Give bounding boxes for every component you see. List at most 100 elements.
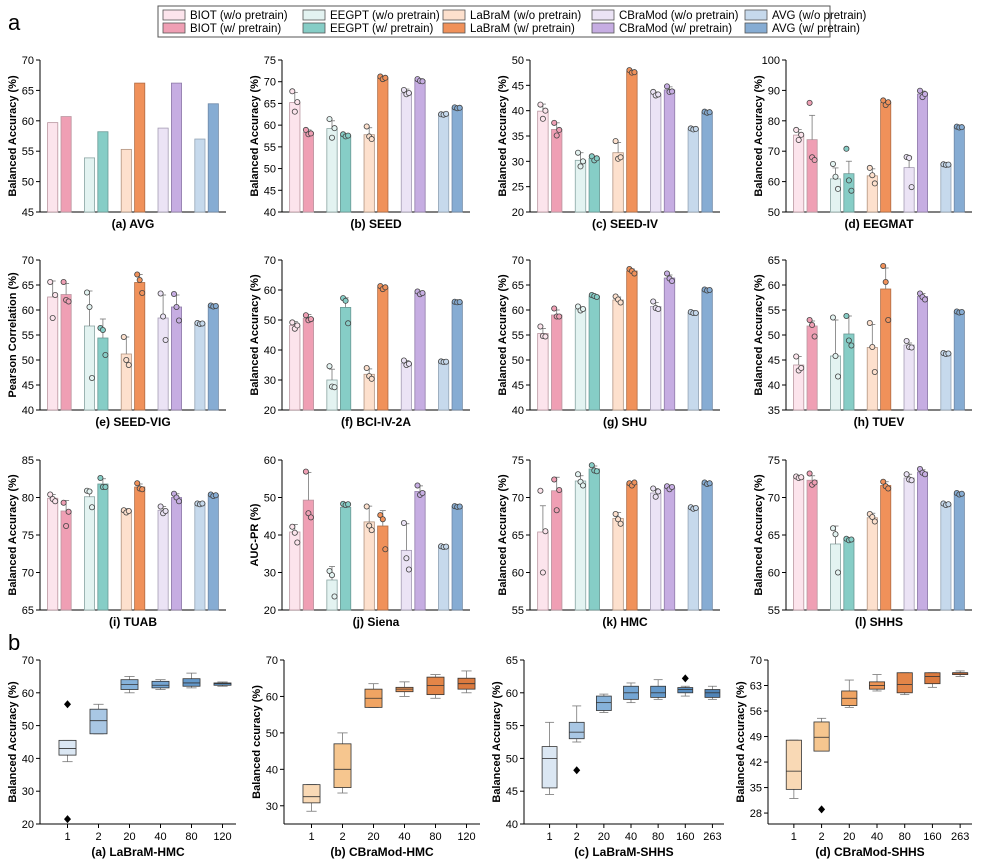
- data-point: [97, 474, 104, 481]
- data-point: [612, 510, 619, 517]
- chart-title: (k) HMC: [602, 615, 648, 629]
- y-tick-label: 55: [506, 721, 518, 733]
- y-tick-label: 70: [22, 255, 34, 267]
- data-point: [139, 486, 146, 493]
- bar: [880, 288, 892, 411]
- y-tick-label: 75: [768, 455, 780, 467]
- y-tick-label: 60: [264, 120, 276, 132]
- legend-swatch: [591, 22, 615, 34]
- box: [595, 695, 612, 711]
- bar: [157, 509, 169, 611]
- x-tick-label: 20: [123, 831, 135, 843]
- x-tick-label: 80: [429, 831, 441, 843]
- data-point: [537, 487, 544, 494]
- data-point: [806, 316, 813, 323]
- bar: [953, 493, 965, 611]
- y-tick-label: 75: [22, 530, 34, 542]
- box: [151, 680, 170, 689]
- bar: [438, 113, 450, 213]
- data-point: [125, 361, 132, 368]
- box: [896, 672, 913, 694]
- data-point: [669, 277, 676, 284]
- bar: [377, 525, 389, 611]
- data-point: [331, 125, 338, 132]
- y-tick-label: 55: [512, 605, 524, 617]
- data-point: [908, 477, 915, 484]
- bar: [701, 111, 713, 213]
- y-axis-label: Balanced ccuracy (%): [251, 685, 263, 799]
- data-point: [945, 161, 952, 168]
- y-tick-label: 70: [768, 493, 780, 505]
- data-point: [615, 516, 622, 523]
- data-point: [84, 289, 91, 296]
- y-axis-label: Balanced Accuracy (%): [735, 681, 747, 803]
- y-tick-label: 60: [768, 177, 780, 189]
- legend-swatch: [302, 22, 326, 34]
- data-point: [843, 145, 850, 152]
- bar: [451, 301, 463, 411]
- y-tick-label: 75: [264, 55, 276, 67]
- data-point: [617, 299, 624, 306]
- bar: [400, 362, 412, 411]
- chart-13: 20 30 40 50 60 70 Balanced Accuracy (%) 1 2 20 40 8…: [7, 655, 236, 859]
- data-point: [363, 503, 370, 510]
- data-point: [845, 177, 852, 184]
- y-tick-label: 40: [264, 207, 276, 219]
- bar: [207, 494, 219, 611]
- bar: [289, 324, 301, 411]
- data-point: [556, 126, 563, 133]
- y-tick-label: 50: [264, 493, 276, 505]
- y-tick-label: 55: [768, 605, 780, 617]
- bar: [953, 126, 965, 213]
- bar: [866, 347, 878, 411]
- legend-frame: [157, 5, 831, 38]
- data-point: [382, 284, 389, 291]
- y-tick-label: 85: [22, 455, 34, 467]
- y-tick-label: 55: [768, 305, 780, 317]
- data-point: [368, 375, 375, 382]
- data-point: [382, 546, 389, 553]
- y-tick-label: 63: [750, 681, 762, 693]
- legend-swatch: [162, 22, 186, 34]
- chart-title: (j) Siena: [353, 615, 400, 629]
- y-tick-label: 45: [264, 185, 276, 197]
- data-point: [139, 289, 146, 296]
- y-tick-label: 50: [266, 728, 278, 740]
- y-tick-label: 49: [750, 732, 762, 744]
- bar: [612, 518, 624, 611]
- y-tick-label: 65: [768, 255, 780, 267]
- bar: [47, 497, 59, 611]
- data-point: [795, 136, 802, 143]
- data-point: [669, 483, 676, 490]
- data-point: [134, 480, 141, 487]
- data-point: [345, 132, 352, 139]
- y-tick-label: 60: [22, 305, 34, 317]
- data-point: [664, 83, 671, 90]
- data-point: [885, 99, 892, 106]
- bar: [626, 483, 638, 611]
- outlier: [573, 766, 581, 775]
- data-point: [443, 358, 450, 365]
- x-tick-label: 120: [213, 831, 231, 843]
- bar: [903, 477, 915, 611]
- data-point: [405, 360, 412, 367]
- bar: [537, 110, 549, 213]
- data-point: [443, 543, 450, 550]
- box: [785, 739, 802, 790]
- bar: [866, 517, 878, 611]
- data-point: [419, 489, 426, 496]
- bar: [880, 485, 892, 611]
- y-axis-label: Balanced Accuracy (%): [753, 474, 765, 596]
- bar: [537, 333, 549, 411]
- data-point: [86, 303, 93, 310]
- y-tick-label: 40: [506, 819, 518, 831]
- data-point: [539, 569, 546, 576]
- x-tick-label: 2: [819, 831, 825, 843]
- legend-label: AVG (w/o pretrain): [772, 10, 867, 22]
- y-tick-label: 70: [22, 568, 34, 580]
- legend-swatch: [442, 9, 466, 21]
- y-tick-label: 65: [512, 280, 524, 292]
